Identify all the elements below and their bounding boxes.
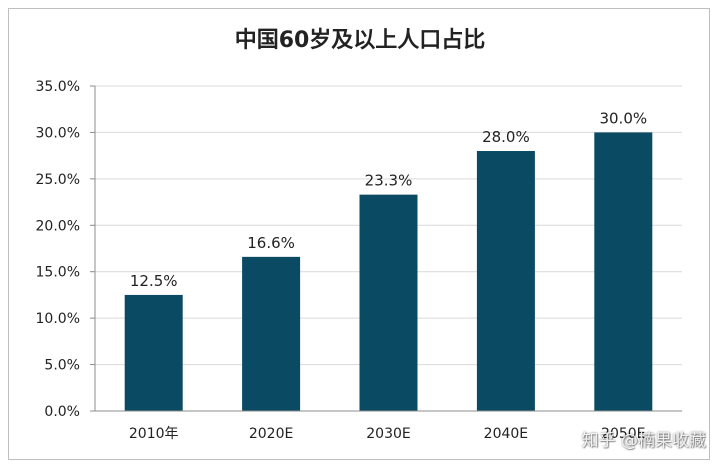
x-tick-label: 2040E: [484, 426, 528, 442]
x-tick-label: 2030E: [366, 426, 410, 442]
watermark: 知乎 @楠果收藏: [581, 431, 706, 451]
y-tick-label: 0.0%: [44, 404, 80, 420]
x-tick-label: 2020E: [249, 426, 293, 442]
y-tick-label: 30.0%: [36, 125, 80, 141]
x-tick-label: 2010年: [129, 426, 179, 442]
data-label: 16.6%: [247, 234, 295, 252]
data-label: 23.3%: [365, 172, 413, 190]
y-tick-label: 20.0%: [36, 218, 80, 234]
bar: [594, 132, 653, 411]
chart-title: 中国60岁及以上人口占比: [234, 28, 486, 53]
bar: [359, 194, 418, 411]
y-tick-label: 35.0%: [36, 79, 80, 95]
y-tick-label: 5.0%: [44, 358, 80, 374]
bar: [476, 151, 535, 411]
data-label: 12.5%: [130, 272, 178, 290]
y-tick-label: 25.0%: [36, 172, 80, 188]
data-label: 30.0%: [599, 109, 647, 127]
y-tick-label: 10.0%: [36, 311, 80, 327]
x-tick-label: 2050E: [601, 426, 645, 442]
y-tick-label: 15.0%: [36, 265, 80, 281]
bar: [124, 294, 183, 411]
bar: [242, 256, 301, 411]
data-label: 28.0%: [482, 128, 530, 146]
